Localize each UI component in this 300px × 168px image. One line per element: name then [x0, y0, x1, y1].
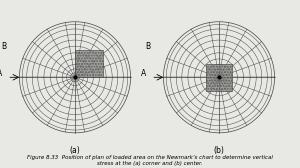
Text: Figure 8.33  Position of plan of loaded area on the Newmark’s chart to determine: Figure 8.33 Position of plan of loaded a…	[27, 155, 273, 166]
Text: (a): (a)	[70, 146, 80, 155]
Text: B: B	[1, 42, 7, 51]
Text: A: A	[0, 69, 2, 78]
Bar	[75, 50, 103, 77]
Bar	[206, 64, 232, 91]
Text: A: A	[141, 69, 146, 78]
Text: B: B	[145, 42, 151, 51]
Text: (b): (b)	[214, 146, 224, 155]
